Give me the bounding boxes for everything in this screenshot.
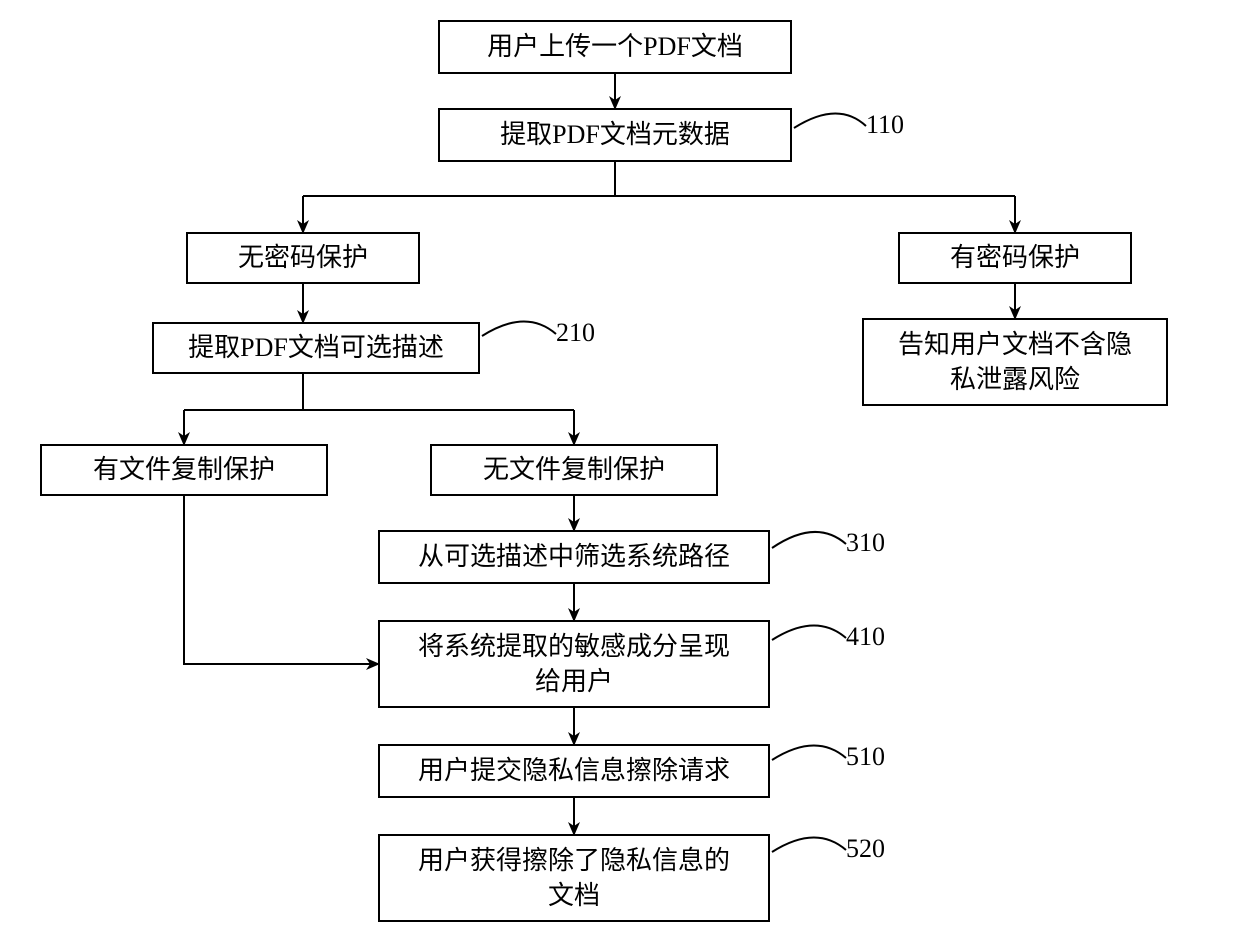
ref-curve-c310 bbox=[772, 532, 846, 548]
ref-curve-c510 bbox=[772, 745, 846, 760]
ref-curve-c410 bbox=[772, 625, 846, 640]
node-text: 提取PDF文档可选描述 bbox=[188, 330, 444, 365]
node-text: 用户提交隐私信息擦除请求 bbox=[418, 753, 730, 788]
node-submit: 用户提交隐私信息擦除请求 bbox=[378, 744, 770, 798]
node-present: 将系统提取的敏感成分呈现 给用户 bbox=[378, 620, 770, 708]
node-text: 无密码保护 bbox=[238, 240, 368, 275]
node-text: 告知用户文档不含隐 私泄露风险 bbox=[898, 327, 1132, 397]
ref-r210: 210 bbox=[556, 318, 595, 348]
node-text: 用户上传一个PDF文档 bbox=[487, 29, 743, 64]
node-text: 用户获得擦除了隐私信息的 文档 bbox=[418, 843, 730, 913]
ref-r520: 520 bbox=[846, 834, 885, 864]
ref-curve-c210 bbox=[482, 321, 556, 336]
node-no_pw: 无密码保护 bbox=[186, 232, 420, 284]
node-extract_opt: 提取PDF文档可选描述 bbox=[152, 322, 480, 374]
ref-curve-c110 bbox=[794, 113, 866, 128]
ref-curve-c520 bbox=[772, 837, 846, 852]
node-obtain: 用户获得擦除了隐私信息的 文档 bbox=[378, 834, 770, 922]
ref-r410: 410 bbox=[846, 622, 885, 652]
node-no_risk: 告知用户文档不含隐 私泄露风险 bbox=[862, 318, 1168, 406]
node-filter: 从可选描述中筛选系统路径 bbox=[378, 530, 770, 584]
node-text: 将系统提取的敏感成分呈现 给用户 bbox=[418, 629, 730, 699]
node-text: 无文件复制保护 bbox=[483, 452, 665, 487]
node-text: 提取PDF文档元数据 bbox=[500, 117, 730, 152]
node-text: 有密码保护 bbox=[950, 240, 1080, 275]
ref-r110: 110 bbox=[866, 110, 904, 140]
node-upload: 用户上传一个PDF文档 bbox=[438, 20, 792, 74]
ref-r510: 510 bbox=[846, 742, 885, 772]
node-no_copy: 无文件复制保护 bbox=[430, 444, 718, 496]
node-has_copy: 有文件复制保护 bbox=[40, 444, 328, 496]
node-text: 有文件复制保护 bbox=[93, 452, 275, 487]
ref-r310: 310 bbox=[846, 528, 885, 558]
node-text: 从可选描述中筛选系统路径 bbox=[418, 539, 730, 574]
node-extract: 提取PDF文档元数据 bbox=[438, 108, 792, 162]
flowchart-canvas: 用户上传一个PDF文档提取PDF文档元数据无密码保护 有密码保护告知用户文档不含隐… bbox=[0, 0, 1240, 928]
node-has_pw: 有密码保护 bbox=[898, 232, 1132, 284]
